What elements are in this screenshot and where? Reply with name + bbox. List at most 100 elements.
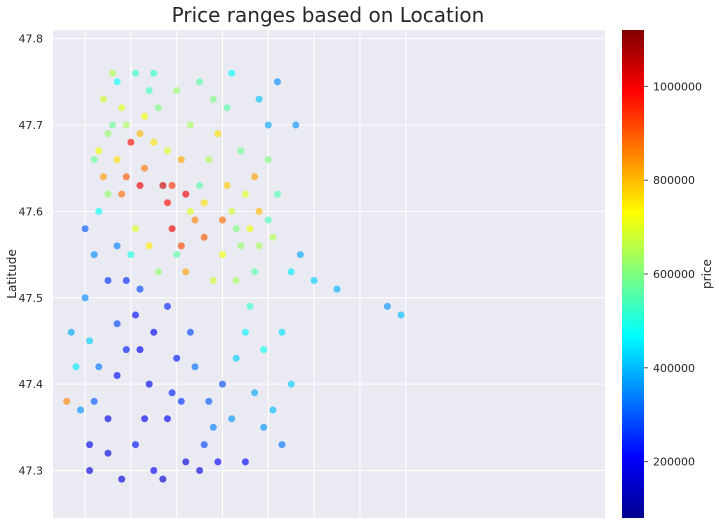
scatter-point: [228, 207, 236, 215]
scatter-point: [154, 268, 162, 276]
scatter-point: [63, 397, 71, 405]
scatter-point: [150, 69, 158, 77]
scatter-point: [141, 112, 149, 120]
scatter-point: [104, 277, 112, 284]
scatter-point: [228, 415, 236, 423]
scatter-point: [150, 328, 158, 336]
scatter-point: [141, 164, 149, 172]
scatter-point: [159, 475, 167, 483]
scatter-point: [113, 242, 121, 250]
scatter-point: [136, 346, 144, 354]
scatter-point: [127, 251, 135, 259]
scatter-point: [191, 363, 199, 371]
scatter-point: [136, 285, 144, 293]
scatter-point: [292, 121, 300, 129]
scatter-point: [278, 441, 286, 449]
scatter-point: [145, 380, 153, 388]
scatter-point: [182, 190, 190, 198]
scatter-point: [209, 277, 217, 284]
scatter-point: [86, 441, 94, 449]
y-axis-label: Latitude: [5, 249, 19, 298]
scatter-point: [118, 475, 126, 483]
scatter-point: [246, 302, 254, 310]
scatter-point: [196, 78, 204, 86]
scatter-point: [154, 104, 162, 112]
scatter-point: [182, 458, 190, 466]
colorbar-tick-label: 200000: [653, 456, 695, 469]
scatter-point: [168, 182, 176, 189]
scatter-point: [397, 311, 405, 319]
scatter-point: [136, 182, 144, 189]
scatter-point: [177, 397, 185, 405]
scatter-point: [260, 423, 268, 431]
scatter-point: [81, 225, 89, 233]
scatter-point: [251, 389, 259, 397]
scatter-point: [200, 233, 208, 241]
scatter-point: [109, 69, 117, 77]
scatter-point: [333, 285, 341, 293]
scatter-point: [141, 415, 149, 423]
scatter-point: [219, 216, 226, 224]
scatter-point: [186, 207, 194, 215]
scatter-point: [127, 138, 135, 146]
scatter-point: [200, 199, 208, 207]
colorbar-tick-label: 800000: [653, 174, 695, 187]
scatter-point: [150, 138, 158, 146]
scatter-point: [255, 207, 263, 215]
scatter-point: [260, 346, 268, 354]
scatter-point: [232, 225, 240, 233]
scatter-point: [186, 328, 194, 336]
scatter-point: [287, 268, 295, 276]
scatter-point: [251, 173, 259, 181]
scatter-point: [287, 380, 295, 388]
scatter-point: [132, 311, 139, 319]
scatter-point: [269, 233, 277, 241]
scatter-point: [164, 415, 171, 423]
scatter-point: [81, 294, 89, 302]
scatter-point: [205, 156, 213, 164]
scatter-point: [113, 78, 121, 86]
scatter-point: [186, 121, 194, 129]
scatter-point: [122, 277, 130, 284]
scatter-point: [274, 78, 281, 86]
scatter-point: [274, 190, 281, 198]
scatter-point: [173, 354, 181, 362]
scatter-point: [90, 397, 98, 405]
scatter-point: [150, 467, 158, 474]
scatter-point: [200, 441, 208, 449]
colorbar: [622, 30, 644, 518]
scatter-point: [164, 199, 171, 207]
colorbar-tick-label: 400000: [653, 362, 695, 375]
y-tick-label: 47.7: [19, 119, 44, 132]
colorbar-label: price: [700, 259, 714, 289]
scatter-point: [86, 467, 94, 474]
scatter-point: [77, 406, 84, 414]
scatter-point: [296, 251, 304, 259]
scatter-point: [182, 268, 190, 276]
scatter-point: [122, 121, 130, 129]
scatter-point: [95, 207, 103, 215]
scatter-point: [122, 346, 130, 354]
scatter-point: [132, 69, 139, 77]
scatter-point: [118, 190, 126, 198]
scatter-point: [86, 337, 94, 345]
colorbar-ticks: 200000 400000 600000 800000 1000000: [644, 80, 702, 469]
scatter-point: [264, 216, 272, 224]
y-tick-label: 47.6: [19, 205, 44, 218]
scatter-point: [241, 190, 249, 198]
scatter-point: [104, 449, 112, 457]
scatter-point: [209, 95, 217, 103]
y-tick-label: 47.4: [19, 378, 44, 391]
scatter-point: [177, 242, 185, 250]
scatter-point: [90, 251, 98, 259]
scatter-point: [173, 87, 181, 94]
scatter-point: [173, 251, 181, 259]
scatter-point: [196, 467, 204, 474]
scatter-point: [145, 242, 153, 250]
scatter-point: [251, 268, 259, 276]
x-gridlines: [84, 30, 407, 518]
scatter-point: [228, 69, 236, 77]
scatter-point: [310, 277, 318, 284]
scatter-point: [246, 225, 254, 233]
